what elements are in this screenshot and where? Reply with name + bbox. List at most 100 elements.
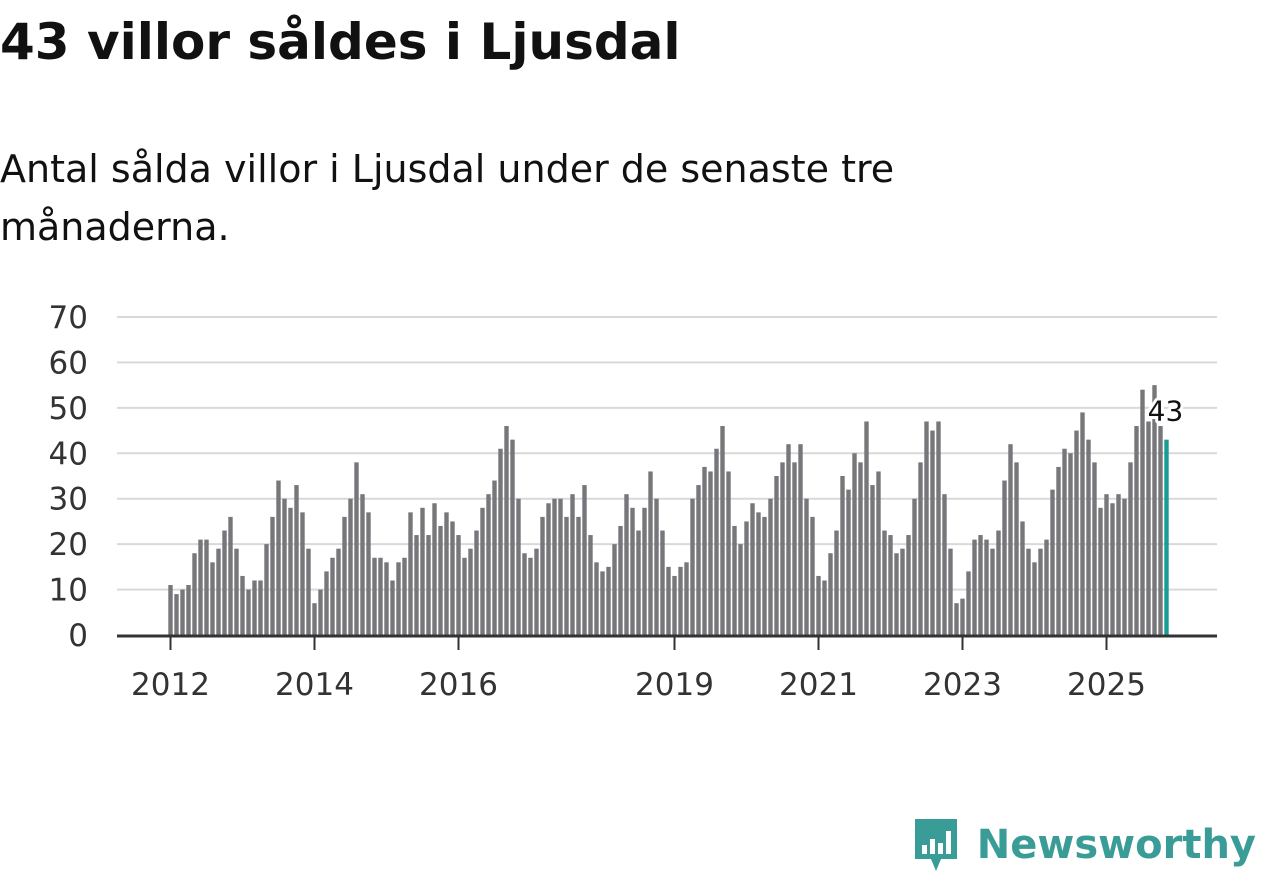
bar-120 (888, 535, 893, 635)
bar-122 (900, 548, 905, 635)
bar-86 (684, 562, 689, 635)
bar-127 (930, 430, 935, 635)
bar-0 (168, 585, 173, 635)
bar-68 (576, 516, 581, 635)
bar-125 (918, 462, 923, 635)
bar-42 (420, 507, 425, 635)
bar-102 (780, 462, 785, 635)
y-tick-label-50: 50 (49, 391, 88, 427)
bar-96 (744, 521, 749, 635)
x-tick-label-2021: 2021 (779, 667, 858, 703)
bar-78 (636, 530, 641, 635)
x-tick-label-2025: 2025 (1067, 667, 1146, 703)
bar-132 (960, 598, 965, 635)
bar-139 (1002, 480, 1007, 635)
bar-144 (1032, 562, 1037, 635)
bar-136 (984, 539, 989, 635)
bar-93 (726, 471, 731, 635)
bar-28 (336, 548, 341, 635)
bar-165 (1158, 426, 1163, 635)
bar-97 (750, 503, 755, 635)
bar-150 (1068, 453, 1073, 635)
bars (168, 385, 1169, 635)
bar-138 (996, 530, 1001, 635)
bar-59 (522, 553, 527, 635)
y-tick-label-70: 70 (49, 300, 88, 336)
x-tick-label-2016: 2016 (419, 667, 498, 703)
bar-145 (1038, 548, 1043, 635)
bar-105 (798, 444, 803, 635)
bar-156 (1104, 494, 1109, 635)
bar-50 (468, 548, 473, 635)
bar-133 (966, 571, 971, 635)
bar-160 (1128, 462, 1133, 635)
bar-58 (516, 498, 521, 635)
bar-13 (246, 589, 251, 635)
bar-11 (234, 548, 239, 635)
bar-115 (858, 462, 863, 635)
highlight-data-label: 43 (1148, 395, 1184, 428)
bar-123 (906, 535, 911, 635)
bar-155 (1098, 507, 1103, 635)
bar-23 (306, 548, 311, 635)
y-tick-label-30: 30 (49, 482, 88, 518)
bar-128 (936, 421, 941, 635)
x-tick-label-2019: 2019 (635, 667, 714, 703)
bar-134 (972, 539, 977, 635)
bar-99 (762, 516, 767, 635)
bar-157 (1110, 503, 1115, 635)
bar-85 (678, 566, 683, 635)
bar-95 (738, 544, 743, 635)
bar-3 (186, 585, 191, 635)
bar-36 (384, 562, 389, 635)
bar-142 (1020, 521, 1025, 635)
bar-147 (1050, 489, 1055, 635)
bar-153 (1086, 439, 1091, 635)
bar-110 (828, 553, 833, 635)
bar-64 (552, 498, 557, 635)
bar-67 (570, 494, 575, 635)
bar-51 (474, 530, 479, 635)
bar-65 (558, 498, 563, 635)
bar-30 (348, 498, 353, 635)
y-tick-label-20: 20 (49, 527, 88, 563)
bar-5 (198, 539, 203, 635)
bar-137 (990, 548, 995, 635)
bar-90 (708, 471, 713, 635)
bar-44 (432, 503, 437, 635)
bar-87 (690, 498, 695, 635)
bar-56 (504, 426, 509, 635)
bar-38 (396, 562, 401, 635)
bar-104 (792, 462, 797, 635)
bar-8 (216, 548, 221, 635)
bar-107 (810, 516, 815, 635)
bar-55 (498, 448, 503, 635)
bar-7 (210, 562, 215, 635)
bar-35 (378, 557, 383, 635)
y-tick-label-10: 10 (49, 573, 88, 609)
bar-4 (192, 553, 197, 635)
bar-117 (870, 485, 875, 635)
bar-63 (546, 503, 551, 635)
bar-119 (882, 530, 887, 635)
bar-76 (624, 494, 629, 635)
bar-114 (852, 453, 857, 635)
bar-131 (954, 603, 959, 635)
bar-91 (714, 448, 719, 635)
brand-name: Newsworthy (976, 822, 1256, 868)
axes (117, 634, 1217, 650)
bar-103 (786, 444, 791, 635)
bar-54 (492, 480, 497, 635)
bar-45 (438, 525, 443, 635)
x-tick-label-2012: 2012 (131, 667, 210, 703)
x-tick-label-2014: 2014 (275, 667, 354, 703)
bar-143 (1026, 548, 1031, 635)
bar-40 (408, 512, 413, 635)
bar-83 (666, 566, 671, 635)
bar-74 (612, 544, 617, 635)
bar-27 (330, 557, 335, 635)
bar-72 (600, 571, 605, 635)
bar-108 (816, 575, 821, 635)
bar-92 (720, 426, 725, 635)
bar-chart: 0 10 20 30 40 50 60 70 2012 2014 2016 2019 2021 2023 2… (49, 300, 1217, 703)
